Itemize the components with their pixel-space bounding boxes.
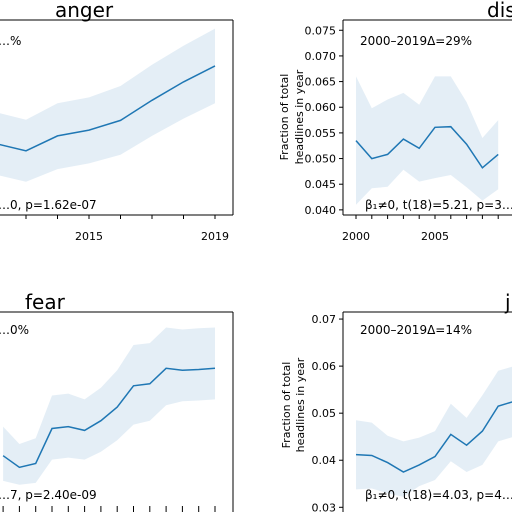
y-tick-label: 0.05 bbox=[312, 407, 337, 420]
confidence-band bbox=[3, 327, 215, 485]
y-tick-label: 0.070 bbox=[305, 50, 337, 63]
y-tick-label: 0.06 bbox=[312, 360, 337, 373]
y-tick-label: 0.045 bbox=[305, 178, 337, 191]
stat-annotation: …0, p=1.62e-07 bbox=[0, 198, 97, 212]
stat-annotation: …7, p=2.40e-09 bbox=[0, 488, 97, 502]
y-tick-label: 0.040 bbox=[305, 204, 337, 217]
stat-annotation: β₁≠0, t(18)=4.03, p=4… bbox=[365, 488, 512, 502]
stat-annotation: β₁≠0, t(18)=5.21, p=3… bbox=[365, 198, 512, 212]
y-tick-label: 0.055 bbox=[305, 127, 337, 140]
chart-panel-0: anger201020152019…%…0, p=1.62e-07 bbox=[0, 0, 234, 243]
confidence-band bbox=[356, 366, 512, 497]
x-tick-label: 2019 bbox=[201, 230, 229, 243]
series-line bbox=[355, 125, 499, 169]
y-tick-label: 0.07 bbox=[312, 313, 337, 326]
chart-panel-2: fear …0% …7, p=2.40e-09 bbox=[0, 290, 234, 512]
delta-annotation: 2000–2019Δ=29% bbox=[360, 34, 472, 48]
y-tick-label: 0.050 bbox=[305, 153, 337, 166]
y-tick-label: 0.065 bbox=[305, 76, 337, 89]
delta-annotation: …0% bbox=[0, 323, 29, 337]
y-axis-label-line: Fraction of total bbox=[278, 74, 291, 161]
y-tick-label: 0.075 bbox=[305, 24, 337, 37]
y-tick-label: 0.03 bbox=[312, 501, 337, 512]
chart-title: dis… bbox=[487, 0, 512, 22]
chart-panel-1: dis… 0.040 0.045 0.050 0.055 0.060 0.065 0.070 0… bbox=[278, 0, 512, 243]
confidence-band bbox=[356, 76, 499, 205]
y-tick-label: 0.060 bbox=[305, 101, 337, 114]
series-line bbox=[2, 367, 216, 469]
y-axis-label-line: Fraction of total bbox=[280, 362, 293, 449]
x-tick-label: 2005 bbox=[421, 230, 449, 243]
chart-title: anger bbox=[55, 0, 114, 22]
chart-title: fear bbox=[25, 290, 66, 314]
y-axis-label-line: headlines in year bbox=[294, 357, 307, 452]
chart-panel-3: j… 0.03 0.04 0.05 0.06 0.07 Fraction of totalh… bbox=[280, 290, 512, 512]
series-line bbox=[0, 65, 216, 152]
delta-annotation: 2000–2019Δ=14% bbox=[360, 323, 472, 337]
x-tick-label: 2000 bbox=[342, 230, 370, 243]
delta-annotation: …% bbox=[0, 34, 21, 48]
chart-title: j… bbox=[504, 290, 512, 314]
x-tick-label: 2015 bbox=[75, 230, 103, 243]
y-axis-label-line: headlines in year bbox=[293, 69, 306, 164]
y-tick-label: 0.04 bbox=[312, 454, 337, 467]
confidence-band bbox=[0, 28, 215, 182]
